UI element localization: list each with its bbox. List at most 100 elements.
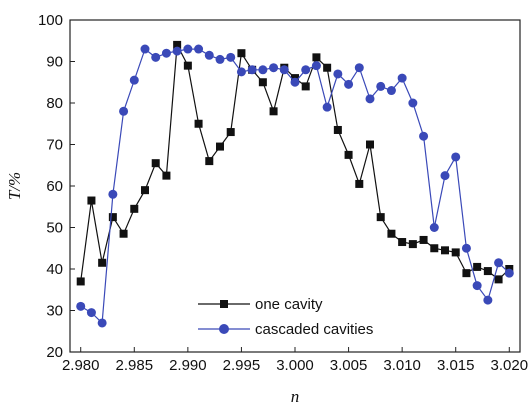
- data-point-cascaded-cavities: [236, 67, 246, 77]
- data-point-cascaded-cavities: [322, 102, 332, 112]
- data-point-cascaded-cavities: [386, 86, 396, 96]
- data-point-one-cavity: [451, 248, 460, 257]
- y-tick-label: 100: [38, 12, 63, 29]
- data-point-one-cavity: [333, 125, 342, 134]
- data-point-one-cavity: [494, 275, 503, 284]
- y-tick-label: 50: [46, 220, 63, 237]
- data-point-one-cavity: [483, 267, 492, 276]
- x-tick-label: 3.020: [491, 357, 529, 374]
- data-point-cascaded-cavities: [344, 79, 354, 89]
- y-tick-label: 20: [46, 344, 63, 361]
- y-tick-label: 70: [46, 137, 63, 154]
- data-point-one-cavity: [119, 229, 128, 238]
- y-axis-title: T/%: [5, 172, 24, 200]
- series-group: [76, 40, 514, 328]
- data-point-one-cavity: [141, 186, 149, 195]
- data-point-one-cavity: [194, 119, 203, 128]
- data-point-cascaded-cavities: [419, 131, 429, 141]
- data-point-cascaded-cavities: [108, 189, 118, 199]
- data-point-one-cavity: [419, 235, 428, 244]
- data-point-one-cavity: [398, 238, 407, 247]
- data-point-one-cavity: [344, 150, 353, 159]
- data-point-cascaded-cavities: [97, 318, 107, 328]
- legend-marker-circle: [219, 324, 229, 334]
- data-point-one-cavity: [462, 269, 471, 278]
- x-tick-label: 2.995: [223, 357, 261, 374]
- axis-ticks: [70, 19, 510, 353]
- data-point-cascaded-cavities: [472, 281, 482, 291]
- x-tick-label: 3.005: [330, 357, 368, 374]
- data-point-one-cavity: [376, 213, 385, 222]
- data-point-one-cavity: [205, 157, 214, 166]
- data-point-cascaded-cavities: [258, 65, 268, 75]
- data-point-cascaded-cavities: [226, 52, 236, 62]
- data-point-one-cavity: [312, 53, 321, 62]
- data-point-cascaded-cavities: [440, 171, 450, 181]
- data-point-one-cavity: [87, 196, 96, 205]
- y-tick-label: 80: [46, 95, 63, 112]
- y-tick-label: 30: [46, 303, 63, 320]
- data-point-one-cavity: [258, 78, 267, 87]
- data-point-cascaded-cavities: [76, 301, 86, 311]
- data-point-cascaded-cavities: [151, 52, 161, 62]
- data-point-cascaded-cavities: [365, 94, 375, 104]
- data-point-one-cavity: [301, 82, 310, 91]
- x-tick-label: 3.010: [383, 357, 421, 374]
- data-point-cascaded-cavities: [397, 73, 407, 83]
- data-point-one-cavity: [387, 229, 396, 238]
- data-point-cascaded-cavities: [333, 69, 343, 79]
- x-tick-label: 2.990: [169, 357, 207, 374]
- data-point-one-cavity: [355, 179, 364, 188]
- data-point-cascaded-cavities: [461, 243, 471, 253]
- data-point-one-cavity: [173, 40, 182, 49]
- data-point-cascaded-cavities: [194, 44, 204, 54]
- data-point-one-cavity: [323, 63, 332, 72]
- series-cascaded-cavities: [76, 44, 514, 328]
- series-one-cavity: [76, 40, 514, 286]
- data-point-cascaded-cavities: [408, 98, 418, 108]
- x-tick-label: 2.980: [62, 357, 100, 374]
- legend-label-one-cavity: one cavity: [255, 296, 323, 313]
- data-point-one-cavity: [269, 107, 278, 116]
- legend: one cavity cascaded cavities: [198, 296, 373, 338]
- x-tick-label: 2.985: [116, 357, 154, 374]
- data-point-cascaded-cavities: [204, 50, 214, 60]
- data-point-cascaded-cavities: [129, 75, 139, 85]
- data-point-one-cavity: [98, 258, 107, 267]
- data-point-one-cavity: [108, 213, 117, 222]
- data-point-one-cavity: [216, 142, 224, 151]
- x-axis-title: n: [291, 387, 300, 403]
- x-tick-label: 3.015: [437, 357, 475, 374]
- data-point-cascaded-cavities: [354, 63, 364, 73]
- data-point-cascaded-cavities: [301, 65, 311, 75]
- data-point-cascaded-cavities: [247, 65, 257, 75]
- legend-marker-square: [220, 300, 228, 308]
- data-point-cascaded-cavities: [451, 152, 461, 162]
- data-point-one-cavity: [473, 262, 482, 271]
- data-point-cascaded-cavities: [215, 54, 225, 64]
- axis-tick-labels: 2.980 2.985 2.990 2.995 3.000 3.005 3.010 3.015…: [38, 12, 528, 374]
- y-tick-label: 90: [46, 54, 63, 71]
- data-point-one-cavity: [226, 128, 235, 137]
- data-point-cascaded-cavities: [504, 268, 514, 278]
- data-point-cascaded-cavities: [376, 81, 386, 91]
- data-point-one-cavity: [408, 240, 417, 249]
- data-point-cascaded-cavities: [429, 223, 439, 232]
- data-point-one-cavity: [237, 49, 246, 58]
- data-point-one-cavity: [151, 159, 160, 168]
- data-point-one-cavity: [130, 204, 139, 213]
- y-tick-label: 60: [46, 178, 63, 195]
- legend-label-cascaded-cavities: cascaded cavities: [255, 321, 373, 338]
- data-point-cascaded-cavities: [483, 295, 493, 305]
- data-point-cascaded-cavities: [269, 63, 279, 73]
- series-line-cascaded-cavities: [80, 48, 510, 325]
- data-point-one-cavity: [76, 277, 85, 286]
- data-point-cascaded-cavities: [172, 46, 182, 56]
- data-point-cascaded-cavities: [161, 48, 171, 58]
- x-tick-label: 3.000: [276, 357, 314, 374]
- data-point-one-cavity: [430, 244, 439, 253]
- data-point-cascaded-cavities: [119, 106, 129, 116]
- data-point-cascaded-cavities: [86, 308, 96, 318]
- y-tick-label: 40: [46, 261, 63, 278]
